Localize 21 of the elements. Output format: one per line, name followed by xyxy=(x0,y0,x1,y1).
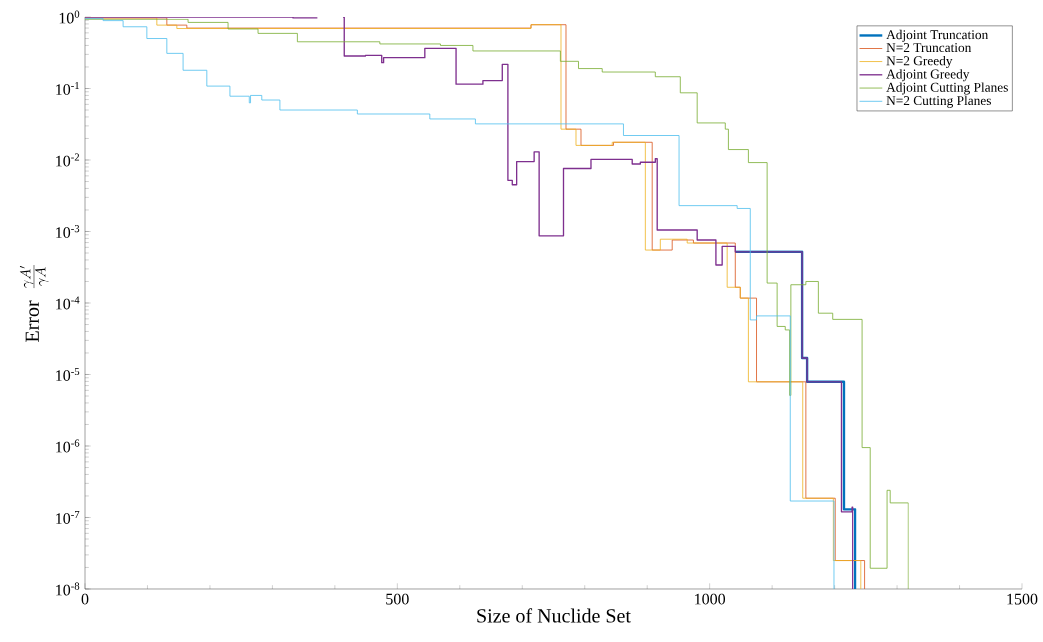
y-tick-label: 10$^{0}$ xyxy=(59,10,80,24)
x-tick-label: 500 xyxy=(386,593,409,605)
y-tick-label: 10$^{-3}$ xyxy=(56,224,80,238)
y-tick-label: 10$^{-5}$ xyxy=(56,368,80,381)
y-axis-title: $\mathrm{Error}\;\; \frac{\gamma A'}{\gamma A}$ xyxy=(19,265,49,342)
x-tick-label: 0 xyxy=(81,593,89,605)
y-tick-label: 10$^{-8}$ xyxy=(56,582,80,596)
x-axis-title: Size of Nuclide Set xyxy=(477,608,631,623)
legend-label: Adjoint Greedy xyxy=(886,69,970,82)
x-tick-label: 1500 xyxy=(1007,593,1038,605)
legend-label: N=2 Cutting Planes xyxy=(886,95,991,108)
y-tick-label: 10$^{-7}$ xyxy=(56,511,80,524)
y-tick-label: 10$^{-6}$ xyxy=(56,439,80,453)
legend-label: N=2 Truncation xyxy=(886,43,972,53)
x-tick-label: 1000 xyxy=(695,593,726,605)
y-tick-label: 10$^{-4}$ xyxy=(56,296,80,310)
legend-label: Adjoint Truncation xyxy=(886,29,989,42)
y-tick-label: 10$^{-1}$ xyxy=(56,81,79,95)
y-tick-label: 10$^{-2}$ xyxy=(56,153,80,167)
legend-label: Adjoint Cutting Planes xyxy=(886,82,1008,95)
legend-label: N=2 Greedy xyxy=(886,55,953,69)
